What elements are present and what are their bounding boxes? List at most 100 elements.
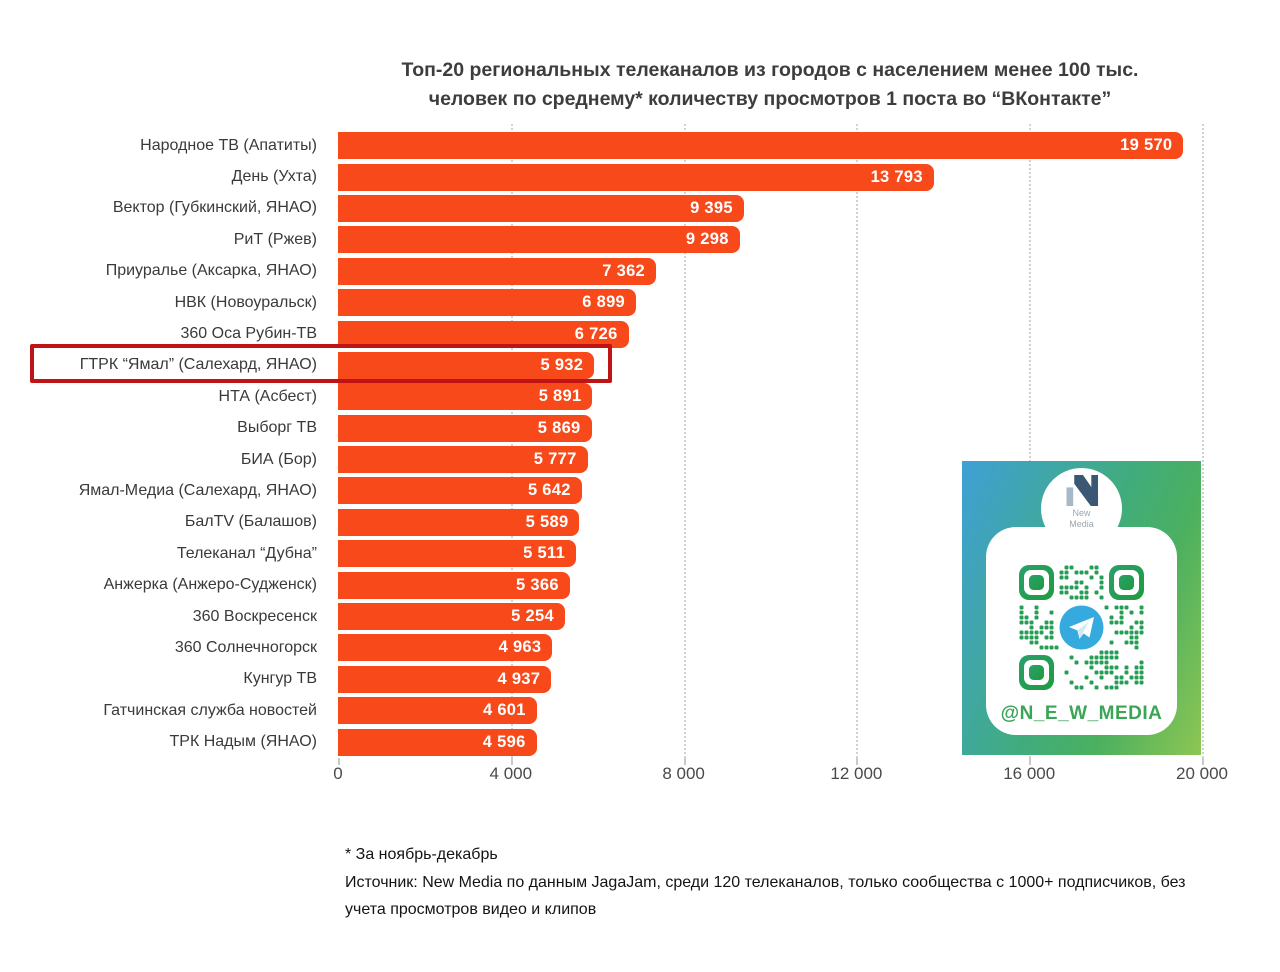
category-label: Ямал-Медиа (Салехард, ЯНАО) xyxy=(78,481,317,499)
bar-value-label: 6 899 xyxy=(582,293,626,312)
x-axis-tick-label: 4 000 xyxy=(489,764,533,783)
bar-row: Телеканал “Дубна” 5 511 xyxy=(28,538,1202,569)
bar-row: Приуралье (Аксарка, ЯНАО) 7 362 xyxy=(28,256,1202,287)
bar-value-label: 4 601 xyxy=(482,701,526,720)
x-axis-tick-label: 16 000 xyxy=(1003,764,1056,783)
bar-row: ГТРК “Ямал” (Салехард, ЯНАО) 5 932 xyxy=(28,343,1202,383)
category-label: БалTV (Балашов) xyxy=(184,513,317,531)
bar: 4 601 xyxy=(338,697,537,725)
promo-card: New Media @N_E_W_MEDIA xyxy=(962,461,1201,755)
new-media-logo: New Media xyxy=(962,475,1201,529)
category-label: Вектор (Губкинский, ЯНАО) xyxy=(112,199,317,217)
bar-row: Анжерка (Анжеро-Судженск) 5 366 xyxy=(28,569,1202,600)
bar: 6 726 xyxy=(338,320,629,348)
bar-track: 5 511 xyxy=(338,540,1202,568)
bar-track: 6 899 xyxy=(338,289,1202,317)
bar-track: 5 366 xyxy=(338,571,1202,599)
bar-row: Ямал-Медиа (Салехард, ЯНАО) 5 642 xyxy=(28,475,1202,506)
gridline xyxy=(856,124,859,758)
bar: 6 899 xyxy=(338,289,637,317)
bar-row: Гатчинская служба новостей 4 601 xyxy=(28,695,1202,726)
bar-value-label: 9 395 xyxy=(690,198,733,217)
x-axis-tick-label: 12 000 xyxy=(830,764,883,783)
gridline xyxy=(683,124,686,758)
category-label: НТА (Асбест) xyxy=(218,387,317,405)
bar-track: 4 937 xyxy=(338,665,1202,693)
telegram-handle: @N_E_W_MEDIA xyxy=(1000,703,1163,724)
category-label: Гатчинская служба новостей xyxy=(103,701,317,719)
bar-value-label: 5 869 xyxy=(537,418,581,437)
category-label: НВК (Новоуральск) xyxy=(174,293,317,311)
chart-title-line2: человек по среднему* количеству просмотр… xyxy=(428,88,1112,110)
chart-rows: Народное ТВ (Апатиты) 19 570 День (Ухта) 13… xyxy=(28,130,1202,758)
bar-value-label: 9 298 xyxy=(685,230,729,249)
gridline xyxy=(1029,124,1032,758)
bar: 5 891 xyxy=(338,383,593,411)
x-axis-labels: 0 4 000 8 000 12 000 16 000 20 000 xyxy=(333,764,1228,786)
gridline xyxy=(1202,124,1204,758)
axis-tick xyxy=(856,758,859,765)
bar-row: 360 Воскресенск 5 254 xyxy=(28,601,1202,632)
bar: 13 793 xyxy=(338,163,934,191)
category-label: 360 Воскресенск xyxy=(192,607,317,625)
bar-value-label: 5 366 xyxy=(516,575,559,594)
category-label: Анжерка (Анжеро-Судженск) xyxy=(103,576,317,594)
bar-value-label: 5 642 xyxy=(527,481,571,500)
bar: 5 869 xyxy=(338,414,592,442)
bar-track: 6 726 xyxy=(338,320,1202,348)
bar-row: Выборг ТВ 5 869 xyxy=(28,413,1202,444)
bar-track: 9 395 xyxy=(338,194,1202,222)
bar-track: 5 891 xyxy=(338,383,1202,411)
new-media-logo-icon xyxy=(1066,475,1098,506)
bar-track: 5 869 xyxy=(338,414,1202,442)
category-label: 360 Солнечногорск xyxy=(174,638,317,656)
bar-value-label: 4 937 xyxy=(497,669,541,688)
category-label: День (Ухта) xyxy=(231,168,317,186)
bar-value-label: 5 589 xyxy=(525,512,569,531)
bar-row: День (Ухта) 13 793 xyxy=(28,161,1202,192)
bar-row: БалTV (Балашов) 5 589 xyxy=(28,507,1202,538)
axis-tick xyxy=(338,758,340,765)
bar: 5 254 xyxy=(338,603,565,631)
chart-title-line1: Топ-20 региональных телеканалов из город… xyxy=(401,59,1139,81)
x-axis-tick-label: 8 000 xyxy=(662,764,705,783)
category-label: ТРК Надым (ЯНАО) xyxy=(169,733,317,751)
bar-value-label: 4 596 xyxy=(482,732,526,751)
bar-row: Вектор (Губкинский, ЯНАО) 9 395 xyxy=(28,193,1202,224)
bar: 5 777 xyxy=(338,446,588,474)
bar: 5 589 xyxy=(338,508,580,536)
bar-value-label: 5 891 xyxy=(538,387,582,406)
bar-row: 360 Оса Рубин-ТВ 6 726 xyxy=(28,318,1202,349)
new-media-logo-text: New Media xyxy=(1069,508,1094,529)
bar-value-label: 19 570 xyxy=(1120,136,1173,155)
category-label: Выборг ТВ xyxy=(237,419,317,437)
bar-track: 5 589 xyxy=(338,508,1202,536)
bar: 19 570 xyxy=(338,132,1184,160)
bar-track: 4 596 xyxy=(338,728,1202,756)
bar-row: РиТ (Ржев) 9 298 xyxy=(28,224,1202,255)
category-label: Народное ТВ (Апатиты) xyxy=(140,136,317,154)
qr-code xyxy=(1019,565,1144,690)
bar-row: НТА (Асбест) 5 891 xyxy=(28,381,1202,412)
bar-row: НВК (Новоуральск) 6 899 xyxy=(28,287,1202,318)
category-label: БИА (Бор) xyxy=(240,450,317,468)
category-label: ГТРК “Ямал” (Салехард, ЯНАО) xyxy=(79,356,317,374)
axis-tick xyxy=(1029,758,1032,765)
bar: 5 642 xyxy=(338,477,582,505)
bar-value-label: 4 963 xyxy=(498,638,542,657)
axis-tick xyxy=(683,758,686,765)
chart-title: Топ-20 региональных телеканалов из город… xyxy=(280,56,1260,114)
bar: 5 932 xyxy=(338,351,595,379)
bar-row: ТРК Надым (ЯНАО) 4 596 xyxy=(28,726,1202,757)
bar-track: 9 298 xyxy=(338,226,1202,254)
bar-value-label: 5 932 xyxy=(540,355,584,374)
x-axis-tick-label: 20 000 xyxy=(1176,764,1228,783)
category-label: Кунгур ТВ xyxy=(243,670,317,688)
bar: 9 298 xyxy=(338,226,740,254)
bar-track: 7 362 xyxy=(338,257,1202,285)
bar-track: 13 793 xyxy=(338,163,1202,191)
bar-value-label: 6 726 xyxy=(574,324,618,343)
axis-tick xyxy=(510,758,513,765)
bar: 4 963 xyxy=(338,634,553,662)
